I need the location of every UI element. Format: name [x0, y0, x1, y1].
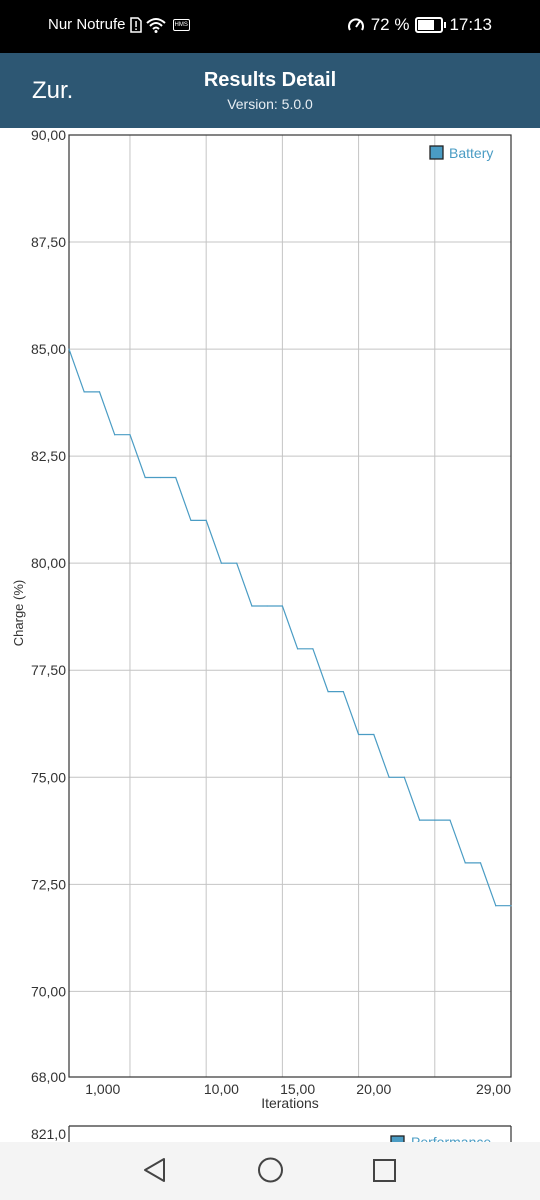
- y-tick-label: 90,00: [31, 128, 66, 143]
- carrier-text: Nur Notrufe: [48, 16, 126, 33]
- data-point: [190, 519, 192, 521]
- y-tick-label: 75,00: [31, 769, 66, 785]
- data-point: [388, 776, 390, 778]
- data-point: [83, 391, 85, 393]
- data-point: [312, 648, 314, 650]
- x-tick-label: 20,00: [356, 1081, 391, 1097]
- next-chart-legend-label: Performance: [411, 1134, 491, 1142]
- status-right: 72 % 17:13: [347, 15, 492, 35]
- data-point: [327, 691, 329, 693]
- plot-frame: [68, 134, 512, 1078]
- data-point: [449, 819, 451, 821]
- battery-level: [418, 20, 435, 30]
- data-point: [434, 819, 436, 821]
- app-bar: Zur. Results Detail Version: 5.0.0: [0, 53, 540, 128]
- data-point: [220, 562, 223, 564]
- page-title: Results Detail: [203, 69, 337, 91]
- data-point: [251, 605, 253, 607]
- y-tick-label: 70,00: [31, 983, 66, 999]
- data-point: [297, 648, 299, 650]
- battery-percent: 72 %: [370, 15, 410, 34]
- data-point: [418, 819, 421, 821]
- x-tick-label: 15,00: [280, 1081, 315, 1097]
- y-tick-label: 85,00: [31, 341, 66, 357]
- nav-home-icon[interactable]: [257, 1156, 284, 1184]
- y-tick-label: 82,50: [31, 448, 66, 464]
- data-point: [342, 691, 344, 693]
- data-point: [159, 476, 162, 479]
- next-chart-legend-swatch: [390, 1135, 405, 1142]
- wifi-icon: [145, 17, 166, 33]
- data-point: [114, 434, 116, 436]
- series-line-battery: [68, 348, 511, 907]
- hms-badge: HMS: [172, 18, 190, 31]
- y-tick-label: 68,00: [31, 1069, 66, 1085]
- data-point: [98, 391, 101, 393]
- data-point: [205, 519, 207, 521]
- data-point: [129, 434, 131, 436]
- y-tick-label: 77,50: [31, 662, 66, 678]
- data-point: [495, 905, 497, 907]
- nav-recents-icon[interactable]: [372, 1156, 397, 1184]
- nav-back-icon[interactable]: [142, 1156, 168, 1184]
- data-point: [357, 733, 360, 736]
- sim-alert-icon: [129, 16, 142, 33]
- y-tick-label: 87,50: [31, 234, 66, 250]
- data-point: [144, 476, 146, 479]
- speedometer-icon: [347, 18, 364, 31]
- data-point: [266, 605, 268, 607]
- data-point: [510, 905, 512, 907]
- battery-icon: [415, 17, 447, 33]
- data-point: [464, 862, 466, 864]
- data-point: [236, 562, 238, 564]
- data-point: [281, 605, 283, 607]
- data-point: [68, 348, 70, 350]
- data-point: [175, 476, 177, 479]
- y-tick-label: 72,50: [31, 876, 66, 892]
- battery-chart: 90,00 87,50 85,00 82,50 80,00 77,50 75,00 72,50…: [11, 128, 512, 1142]
- x-tick-label: 1,000: [85, 1081, 120, 1097]
- data-point: [373, 733, 375, 736]
- page-subtitle: Version: 5.0.0: [227, 96, 313, 112]
- legend-swatch-battery: [429, 145, 444, 160]
- data-point: [403, 776, 405, 778]
- navigation-bar: [0, 1142, 540, 1200]
- data-point: [479, 862, 482, 864]
- clock: 17:13: [449, 15, 492, 34]
- x-tick-label: 29,00: [476, 1081, 511, 1097]
- y-tick-label: 80,00: [31, 555, 66, 571]
- y-axis-label: Charge (%): [11, 580, 26, 646]
- x-tick-label: 10,00: [204, 1081, 239, 1097]
- next-chart-y-tick-label: 821,0: [31, 1126, 66, 1142]
- legend-label-battery: Battery: [449, 145, 493, 161]
- back-button[interactable]: Zur.: [32, 77, 74, 104]
- x-axis-label: Iterations: [261, 1095, 319, 1111]
- status-left: Nur Notrufe HMS: [48, 16, 190, 33]
- status-bar: Nur Notrufe HMS 72 % 17:13: [0, 0, 540, 53]
